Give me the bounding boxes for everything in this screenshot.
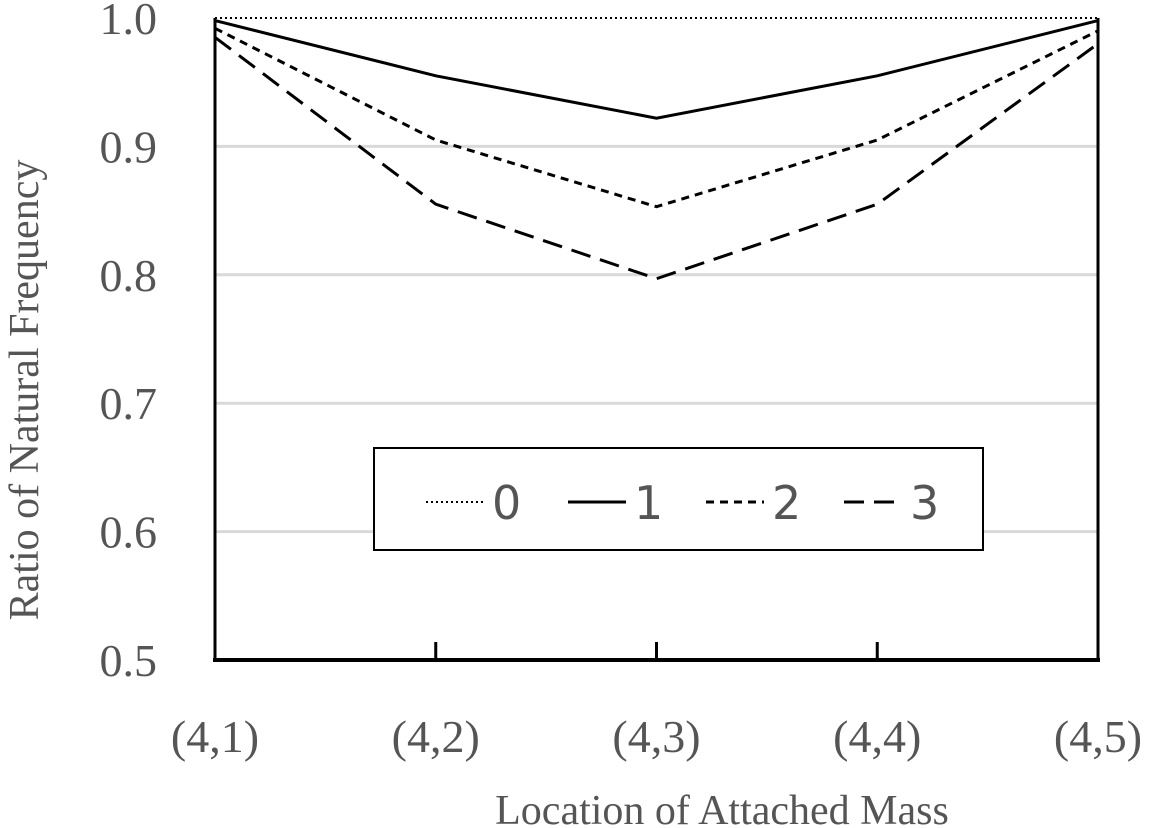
x-tick-label: (4,5) — [1054, 711, 1142, 762]
y-axis-title: Ratio of Natural Frequency — [2, 160, 48, 621]
x-tick-label: (4,2) — [392, 711, 480, 762]
series-line-3 — [214, 36, 1099, 281]
legend: 0 1 2 3 — [373, 447, 984, 551]
y-tick-label: 0.5 — [100, 635, 158, 686]
axes — [213, 18, 1100, 662]
y-tick-label: 0.9 — [100, 121, 158, 172]
y-tick-label: 0.7 — [100, 378, 158, 429]
series-line-2 — [214, 26, 1099, 209]
series-lines — [214, 17, 1099, 281]
y-tick-label: 1.0 — [100, 0, 158, 44]
legend-label-1: 1 — [634, 476, 663, 530]
legend-label-0: 0 — [492, 476, 521, 530]
series-line-1 — [214, 19, 1099, 120]
y-tick-label: 0.8 — [100, 250, 158, 301]
y-tick-label: 0.6 — [100, 507, 158, 558]
x-tick-label: (4,3) — [612, 711, 700, 762]
tick-labels: 0.5 0.6 0.7 0.8 0.9 1.0 (4,1) (4,2) (4,3) (4,4) (4… — [100, 0, 1143, 762]
legend-label-2: 2 — [772, 476, 801, 530]
x-axis-title: Location of Attached Mass — [495, 788, 949, 828]
x-tick-label: (4,1) — [171, 711, 259, 762]
legend-label-3: 3 — [910, 476, 939, 530]
legend-box — [373, 447, 984, 551]
x-tick-label: (4,4) — [833, 711, 921, 762]
